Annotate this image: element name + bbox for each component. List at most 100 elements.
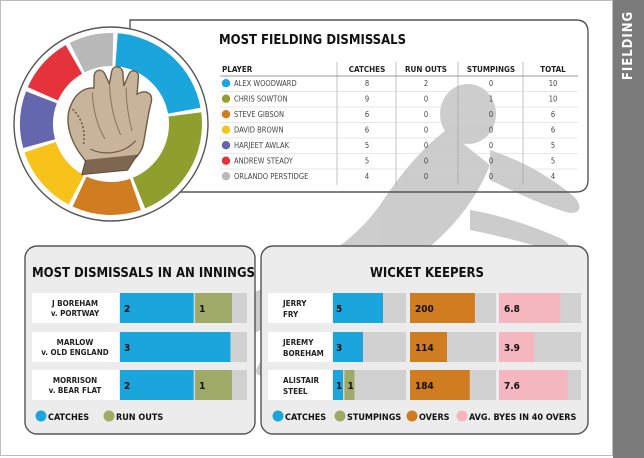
legend-label: AVG. BYES IN 40 OVERS: [469, 413, 577, 423]
fielding-table-title: MOST FIELDING DISMISSALS: [219, 33, 406, 48]
table-cell: 0: [424, 157, 428, 166]
row-label-box: [268, 332, 332, 362]
bar-value-label: 1: [348, 381, 354, 392]
table-cell: 0: [424, 126, 428, 135]
innings-bar: [120, 332, 231, 362]
keeper-overs-bar: [410, 293, 475, 323]
innings-row-label: MARLOW: [57, 338, 94, 347]
legend-swatch: [456, 410, 468, 422]
legend-swatch: [272, 410, 284, 422]
table-cell: 8: [365, 79, 369, 88]
bar-value-label: 7.6: [504, 381, 520, 392]
keeper-row: JERRY FRY 5 200 6.8: [268, 293, 581, 323]
table-row: HARJEET AWLAK 5 0 0 5: [221, 141, 555, 150]
table-cell: 10: [549, 79, 558, 88]
innings-row-sublabel: v. OLD ENGLAND: [41, 348, 108, 357]
table-cell: 0: [489, 172, 493, 181]
keeper-dismissal-bar: [333, 293, 383, 323]
fielding-glove-icon: [56, 66, 166, 179]
donut-slice: [132, 112, 202, 209]
bar-value-label: 2: [124, 304, 130, 315]
table-cell: 6: [551, 110, 555, 119]
table-cell: 6: [365, 126, 369, 135]
table-cell: 0: [424, 141, 428, 150]
table-cell: 5: [551, 157, 555, 166]
table-cell: 0: [424, 110, 428, 119]
legend-label: OVERS: [419, 413, 450, 423]
section-title: FIELDING: [621, 10, 637, 80]
player-name: CHRIS SOWTON: [234, 95, 288, 104]
keeper-last-name: FRY: [283, 310, 299, 319]
table-cell: 0: [489, 126, 493, 135]
table-header: TOTAL: [540, 65, 566, 74]
keepers-chart-title: WICKET KEEPERS: [370, 266, 484, 281]
table-header: RUN OUTS: [405, 65, 447, 74]
legend-label: CATCHES: [285, 413, 326, 423]
table-row: ANDREW STEADY 5 0 0 5: [221, 156, 555, 166]
bar-value-label: 114: [415, 343, 434, 354]
table-cell: 0: [489, 79, 493, 88]
legend-swatch: [35, 410, 47, 422]
bar-value-label: 1: [199, 381, 205, 392]
bar-value-label: 1: [336, 381, 342, 392]
keeper-byes-bar: [499, 332, 535, 362]
dismissals-donut-chart: [20, 33, 202, 216]
table-cell: 0: [424, 95, 428, 104]
legend-label: STUMPINGS: [347, 413, 401, 423]
keeper-byes-bar: [499, 370, 568, 400]
player-name: DAVID BROWN: [234, 126, 284, 135]
keeper-first-name: JEREMY: [282, 338, 314, 347]
player-name: STEVE GIBSON: [234, 110, 284, 119]
table-cell: 4: [551, 172, 555, 181]
innings-bar: [195, 293, 232, 323]
innings-row-sublabel: v. PORTWAY: [51, 309, 100, 318]
table-row: ALEX WOODWARD 8 2 0 10: [221, 79, 558, 88]
donut-slice: [72, 176, 141, 216]
bar-value-label: 3: [336, 343, 342, 354]
player-color-dot: [221, 110, 231, 119]
innings-legend: CATCHES RUN OUTS: [35, 410, 163, 423]
donut-slice: [27, 45, 83, 101]
keeper-dismissal-bar: [333, 370, 343, 400]
player-name: ALEX WOODWARD: [234, 79, 297, 88]
player-name: ORLANDO PERSTIDGE: [234, 172, 308, 181]
legend-label: RUN OUTS: [116, 413, 163, 423]
player-color-dot: [221, 94, 231, 103]
legend-swatch: [406, 410, 418, 422]
bar-track: [333, 370, 406, 400]
donut-slice: [115, 33, 201, 114]
innings-row-label: MORRISON: [53, 376, 97, 385]
bar-value-label: 3: [124, 343, 130, 354]
keeper-overs-bar: [410, 332, 447, 362]
bar-value-label: 1: [199, 304, 205, 315]
innings-bar: [120, 293, 194, 323]
keepers-bar-chart: JERRY FRY 5 200 6.8 JEREMY BOREHAM 3 114 3.9 ALIST…: [268, 293, 581, 400]
table-header: STUMPINGS: [467, 65, 515, 74]
innings-bar: [195, 370, 232, 400]
keeper-first-name: ALISTAIR: [283, 376, 320, 385]
table-cell: 0: [489, 141, 493, 150]
bar-value-label: 2: [124, 381, 130, 392]
keeper-dismissal-bar: [344, 370, 355, 400]
innings-row-sublabel: v. BEAR FLAT: [49, 386, 102, 395]
bar-value-label: 184: [415, 381, 434, 392]
table-cell: 5: [365, 157, 369, 166]
bar-value-label: 200: [415, 304, 434, 315]
table-row: ORLANDO PERSTIDGE 4 0 0 4: [221, 172, 555, 181]
table-cell: 2: [424, 79, 428, 88]
innings-chart-title: MOST DISMISSALS IN AN INNINGS: [32, 266, 255, 281]
legend-swatch: [103, 410, 115, 422]
legend-label: CATCHES: [48, 413, 89, 423]
table-cell: 1: [489, 95, 493, 104]
row-label-box: [32, 332, 119, 362]
table-cell: 6: [551, 126, 555, 135]
top-panel: [129, 19, 589, 193]
player-name: ANDREW STEADY: [234, 157, 294, 166]
player-color-dot: [221, 172, 231, 181]
table-cell: 6: [365, 110, 369, 119]
table-cell: 0: [489, 110, 493, 119]
